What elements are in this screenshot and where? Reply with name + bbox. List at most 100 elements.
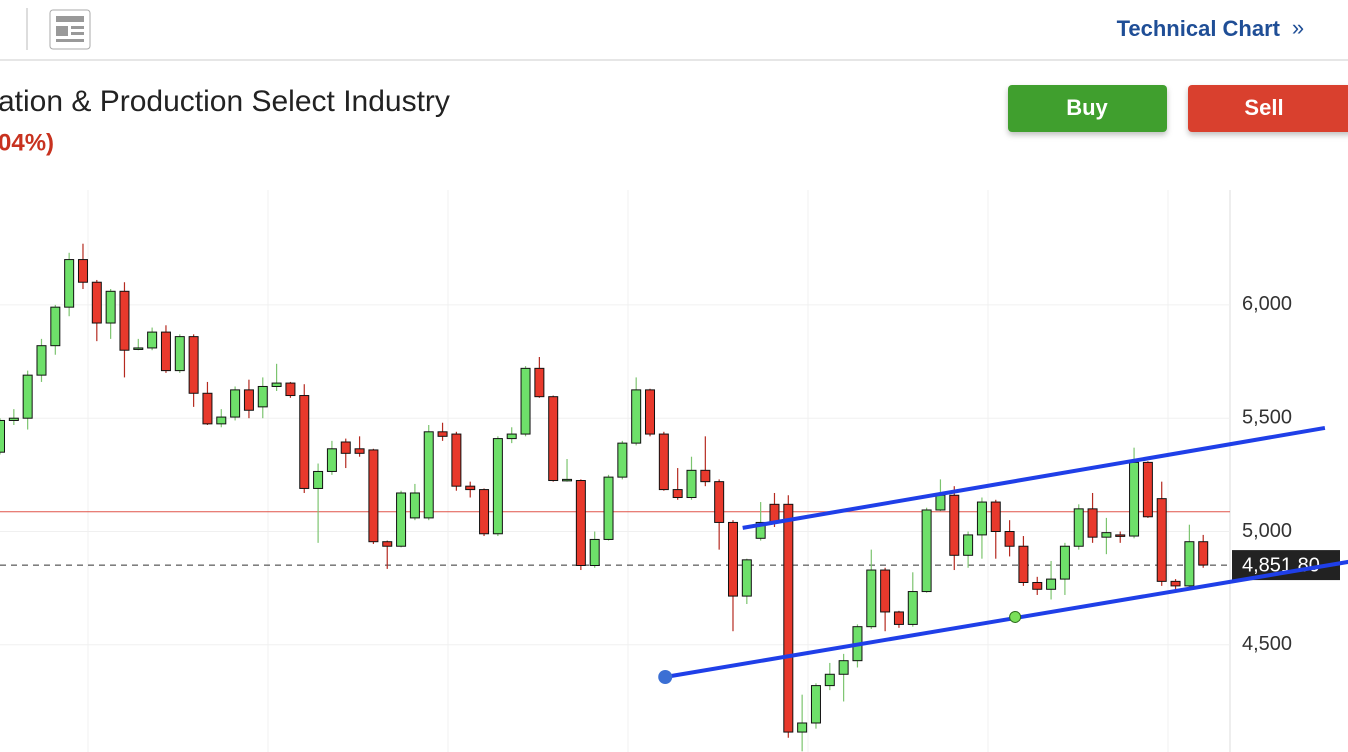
candle-body bbox=[1018, 545, 1029, 583]
candle-body bbox=[976, 501, 987, 536]
candle-body bbox=[216, 416, 227, 425]
candle-body bbox=[285, 382, 296, 397]
y-tick-label: 5,500 bbox=[1242, 406, 1292, 428]
candle-body bbox=[548, 396, 559, 482]
candle-body bbox=[1198, 541, 1209, 566]
candle-body bbox=[202, 392, 213, 425]
candle-body bbox=[824, 673, 835, 687]
candle-body bbox=[271, 382, 282, 387]
candle-body bbox=[949, 494, 960, 556]
candle-body bbox=[22, 374, 33, 419]
candle-body bbox=[1115, 534, 1126, 537]
candle-body bbox=[396, 492, 407, 547]
candle-body bbox=[935, 494, 946, 511]
candle-body bbox=[340, 441, 351, 454]
price-change: 04%) bbox=[0, 129, 54, 156]
candle-body bbox=[921, 509, 932, 593]
candle-body bbox=[77, 259, 88, 283]
candle-body bbox=[589, 538, 600, 566]
candle-body bbox=[492, 438, 503, 535]
candle-body bbox=[1156, 498, 1167, 582]
candle-body bbox=[437, 431, 448, 437]
candle-body bbox=[160, 331, 171, 372]
candle-body bbox=[133, 347, 144, 350]
candle-body bbox=[36, 345, 47, 376]
candle-body bbox=[105, 290, 116, 324]
candle-body bbox=[230, 389, 241, 418]
y-tick-label: 4,500 bbox=[1242, 633, 1292, 655]
candle-body bbox=[354, 448, 365, 454]
candle-body bbox=[617, 442, 628, 478]
instrument-title: ation & Production Select Industry bbox=[0, 85, 450, 118]
sell-label[interactable]: Sell bbox=[1244, 95, 1283, 120]
candle-body bbox=[741, 559, 752, 597]
candle-body bbox=[575, 480, 586, 566]
candle-body bbox=[645, 389, 656, 435]
candle-body bbox=[174, 336, 185, 372]
candle-body bbox=[658, 433, 669, 491]
candle-body bbox=[1184, 541, 1195, 587]
candle-body bbox=[1059, 545, 1070, 580]
sell-button[interactable]: Sell bbox=[1188, 85, 1348, 132]
candle-body bbox=[755, 521, 766, 539]
news-icon[interactable] bbox=[49, 9, 91, 50]
candle-body bbox=[299, 395, 310, 489]
candle-body bbox=[50, 306, 61, 347]
candle-body bbox=[64, 259, 75, 308]
candle-body bbox=[451, 433, 462, 487]
candle-body bbox=[1087, 508, 1098, 538]
candle-body bbox=[1142, 461, 1153, 518]
candle-body bbox=[893, 611, 904, 625]
candle-body bbox=[506, 433, 517, 440]
trend-line bbox=[742, 425, 1326, 530]
candle-body bbox=[119, 290, 130, 351]
candle-body bbox=[686, 469, 697, 499]
buy-button[interactable]: Buy bbox=[1008, 85, 1167, 132]
candle-body bbox=[382, 541, 393, 547]
candle-body bbox=[465, 485, 476, 491]
candle-body bbox=[257, 385, 268, 408]
link-arrow[interactable]: » bbox=[1292, 15, 1304, 40]
candle-body bbox=[672, 489, 683, 499]
candle-body bbox=[409, 492, 420, 519]
candle-body bbox=[907, 591, 918, 625]
candle-body bbox=[1129, 461, 1140, 537]
candle-body bbox=[91, 281, 102, 324]
candle-body bbox=[1046, 578, 1057, 590]
candle-body bbox=[727, 521, 738, 597]
candle-body bbox=[1004, 531, 1015, 547]
candle-body bbox=[838, 660, 849, 675]
candle-body bbox=[963, 534, 974, 556]
candle-body bbox=[797, 722, 808, 733]
candle-body bbox=[866, 569, 877, 628]
technical-chart-link[interactable]: Technical Chart bbox=[1117, 16, 1281, 41]
candle-body bbox=[8, 417, 19, 421]
candle-body bbox=[714, 481, 725, 523]
candle-body bbox=[700, 469, 711, 483]
candle-body bbox=[368, 449, 379, 543]
candle-body bbox=[423, 431, 434, 519]
candle-body bbox=[631, 389, 642, 444]
trend-line bbox=[664, 559, 1348, 679]
candle-body bbox=[313, 470, 324, 489]
candle-body bbox=[479, 489, 490, 535]
buy-label[interactable]: Buy bbox=[1066, 95, 1108, 120]
candle-body bbox=[534, 367, 545, 398]
candle-body bbox=[783, 503, 794, 733]
candle-body bbox=[810, 685, 821, 724]
candle-body bbox=[1101, 532, 1112, 538]
candle-body bbox=[880, 569, 891, 613]
trend-anchor bbox=[1009, 610, 1022, 623]
candle-body bbox=[0, 419, 5, 453]
candle-body bbox=[1170, 580, 1181, 587]
y-tick-label: 5,000 bbox=[1242, 520, 1292, 542]
trend-handle bbox=[658, 669, 673, 684]
candle-body bbox=[188, 336, 199, 394]
plot bbox=[0, 190, 1230, 752]
candle-body bbox=[243, 389, 254, 411]
candle-body bbox=[147, 331, 158, 349]
candle-body bbox=[326, 448, 337, 472]
